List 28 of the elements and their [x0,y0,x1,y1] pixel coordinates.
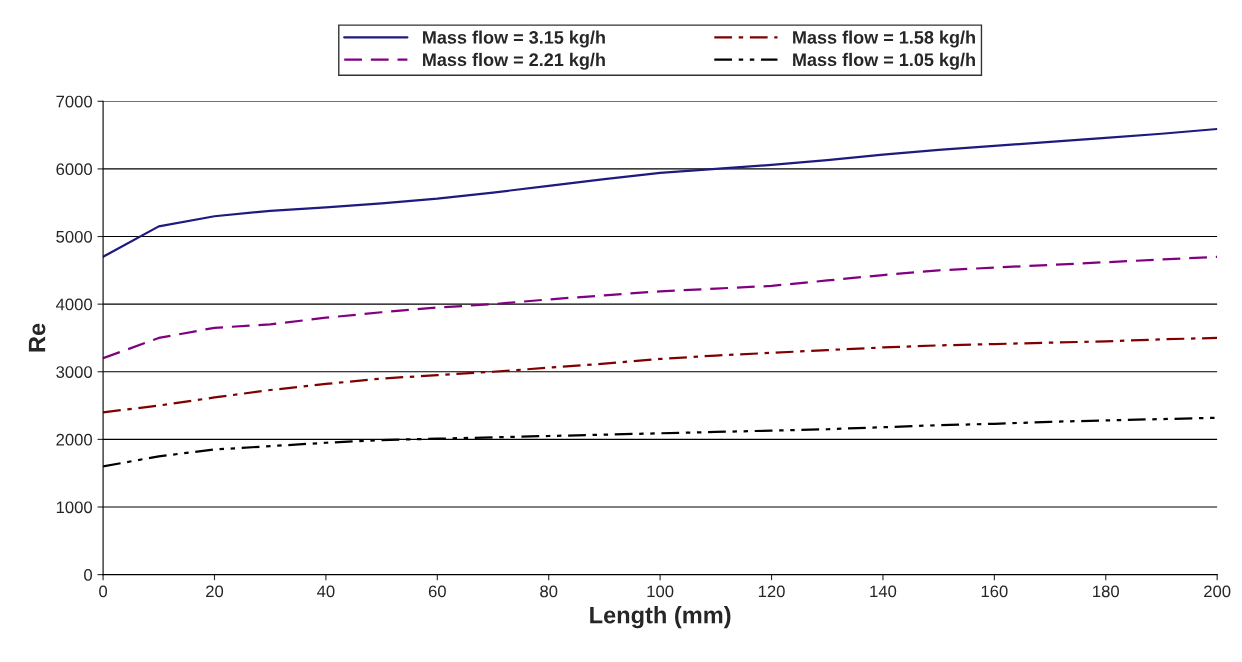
x-axis-title: Length (mm) [590,606,731,629]
x-tick-label: 40 [317,585,335,598]
x-tick-label: 60 [428,585,446,598]
x-tick-label: 120 [758,585,785,598]
y-tick-label: 5000 [56,230,93,243]
line-series [103,127,1218,258]
x-tick-label: 20 [206,585,224,598]
y-tick-label: 0 [84,569,93,581]
line-series [103,336,1218,414]
x-tick-label: 160 [981,585,1008,598]
y-axis-title: Re [28,323,46,352]
x-tick-label: 180 [1093,585,1120,598]
legend-label: Mass flow = 1.58 kg/h [793,30,975,48]
y-tick-label: 1000 [56,501,93,514]
legend-label: Mass flow = 2.21 kg/h [423,52,605,70]
x-tick-label: 140 [870,585,897,598]
y-tick-label: 2000 [56,433,93,446]
x-tick-label: 80 [540,585,558,598]
y-tick-label: 6000 [56,163,93,176]
x-tick-label: 200 [1204,585,1231,598]
legend-label: Mass flow = 3.15 kg/h [423,30,605,48]
y-tick-label: 4000 [55,298,93,311]
y-tick-label: 7000 [56,95,93,108]
x-tick-label: 0 [99,585,108,598]
legend-label: Mass flow = 1.05 kg/h [793,52,975,70]
line-series [103,255,1218,360]
y-tick-label: 3000 [56,366,93,378]
x-tick-label: 100 [647,585,674,598]
